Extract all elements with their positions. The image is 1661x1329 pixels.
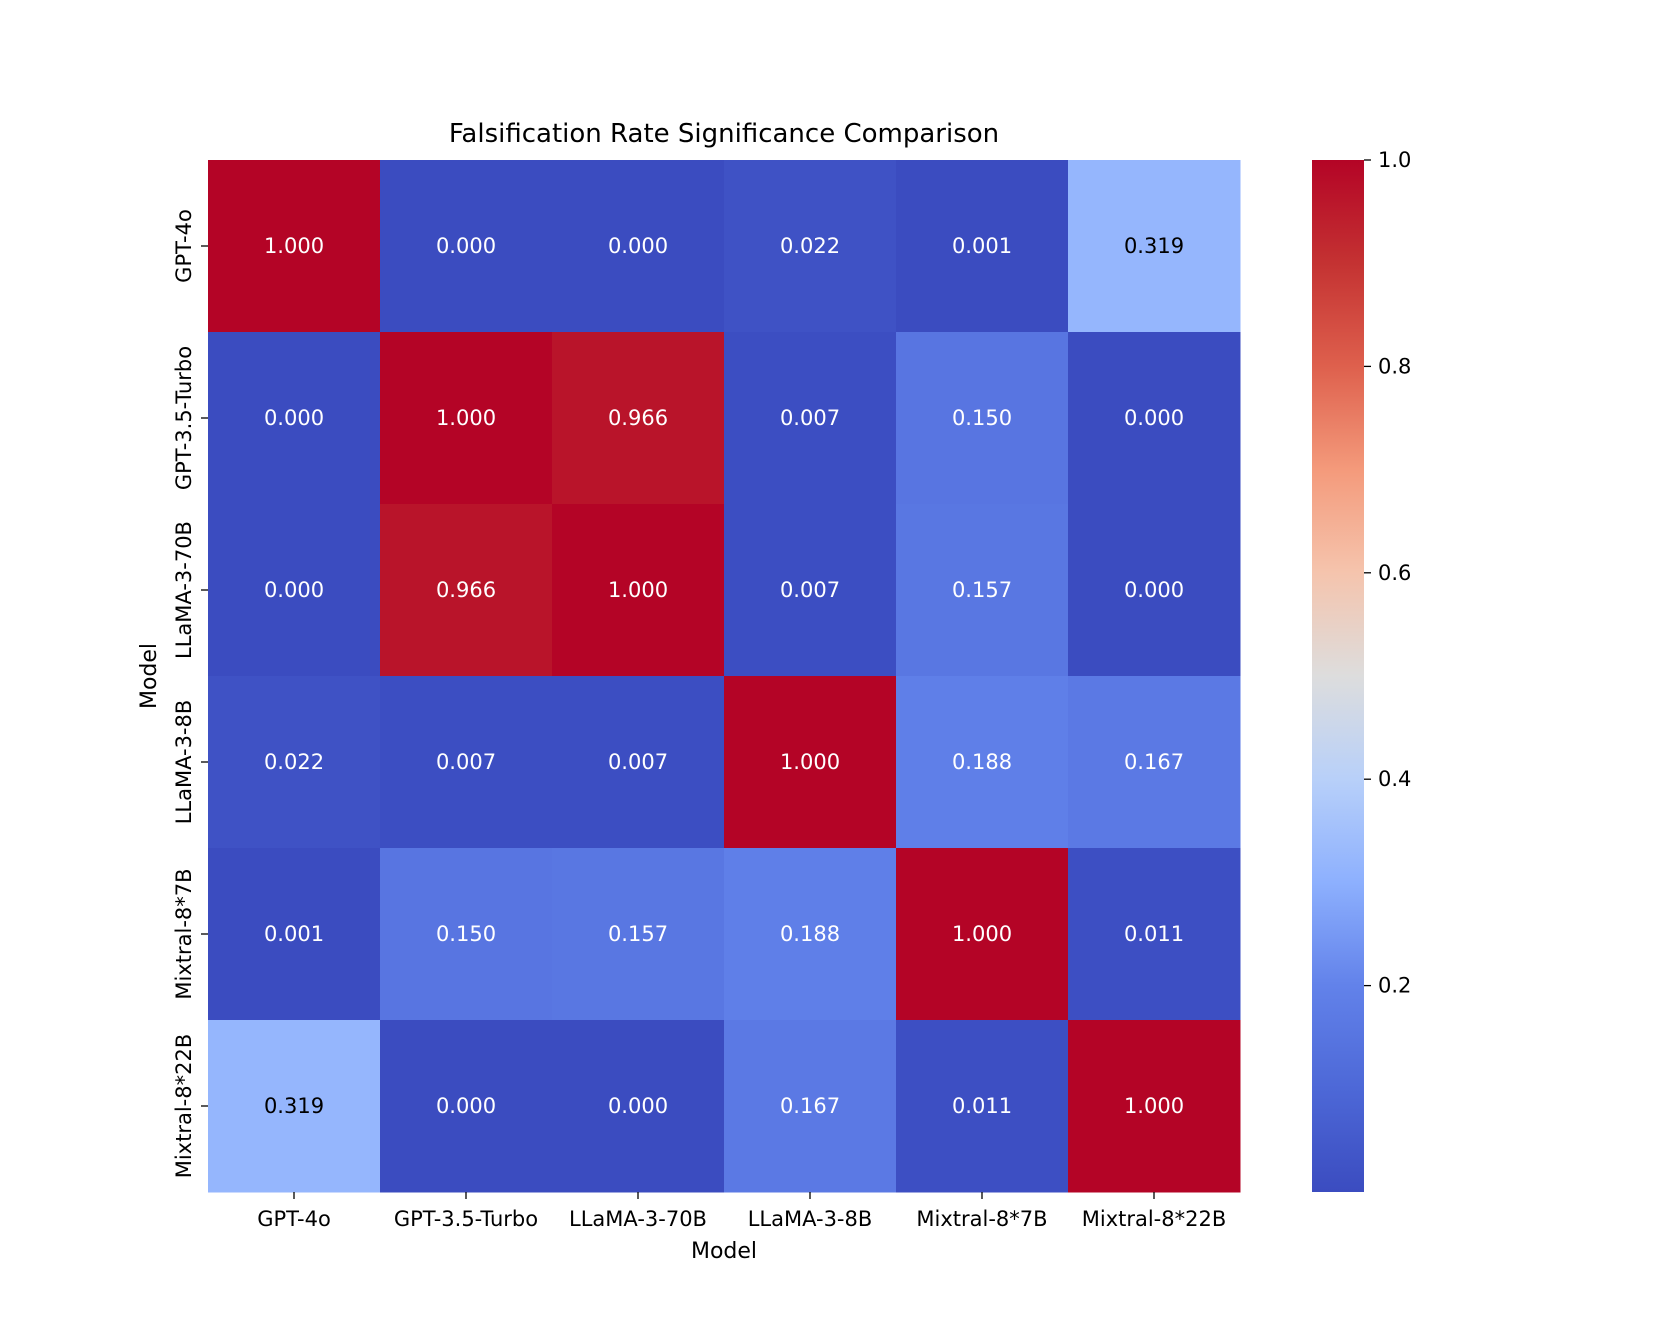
colorbar-tick-label: 0.8	[1378, 354, 1411, 378]
cell-value-label: 1.000	[608, 578, 668, 602]
heatmap-cell	[208, 504, 381, 677]
heatmap-cell	[380, 676, 553, 849]
cell-value-label: 0.000	[264, 578, 324, 602]
cell-value-label: 0.188	[952, 750, 1012, 774]
heatmap-cell	[1068, 1020, 1241, 1193]
cell-value-label: 0.157	[608, 922, 668, 946]
colorbar-tick-label: 0.4	[1378, 767, 1411, 791]
heatmap-cell	[208, 1020, 381, 1193]
cell-value-label: 0.000	[436, 1094, 496, 1118]
cell-value-label: 0.007	[608, 750, 668, 774]
cell-value-label: 0.000	[608, 234, 668, 258]
heatmap-cell	[724, 848, 897, 1021]
cell-value-label: 0.000	[1124, 406, 1184, 430]
cell-value-label: 0.167	[780, 1094, 840, 1118]
cell-value-label: 0.966	[608, 406, 668, 430]
heatmap-cell	[1068, 504, 1241, 677]
cell-value-label: 0.007	[436, 750, 496, 774]
heatmap-cell	[896, 1020, 1069, 1193]
cell-value-label: 0.000	[264, 406, 324, 430]
cell-value-label: 0.011	[1124, 922, 1184, 946]
cell-value-label: 0.022	[264, 750, 324, 774]
x-tick-label: GPT-4o	[257, 1207, 331, 1231]
heatmap-cell	[1068, 676, 1241, 849]
heatmap-cell	[552, 504, 725, 677]
cell-value-label: 0.022	[780, 234, 840, 258]
heatmap-cell	[896, 848, 1069, 1021]
heatmap-cell	[1068, 848, 1241, 1021]
heatmap-cell	[724, 332, 897, 505]
y-tick-label: LLaMA-3-70B	[172, 521, 196, 659]
cell-value-label: 1.000	[780, 750, 840, 774]
heatmap-cell	[724, 504, 897, 677]
x-tick-label: Mixtral-8*22B	[1082, 1207, 1227, 1231]
heatmap-cell	[380, 1020, 553, 1193]
heatmap-cell	[552, 676, 725, 849]
heatmap-cell	[208, 676, 381, 849]
cell-value-label: 1.000	[436, 406, 496, 430]
cell-value-label: 0.319	[264, 1094, 324, 1118]
heatmap-cell	[896, 160, 1069, 333]
y-axis-title: Model	[137, 643, 162, 709]
heatmap-cell	[380, 504, 553, 677]
heatmap-cell	[380, 332, 553, 505]
cell-value-label: 1.000	[264, 234, 324, 258]
x-axis-title: Model	[691, 1239, 757, 1264]
heatmap-cell	[896, 504, 1069, 677]
cell-value-label: 0.966	[436, 578, 496, 602]
y-tick-label: GPT-4o	[172, 209, 196, 283]
heatmap-cells	[208, 160, 1241, 1193]
y-tick-label: Mixtral-8*7B	[172, 868, 196, 999]
heatmap-cell	[724, 160, 897, 333]
heatmap-cell	[380, 160, 553, 333]
colorbar	[1312, 160, 1364, 1192]
heatmap-cell	[896, 332, 1069, 505]
x-tick-label: GPT-3.5-Turbo	[394, 1207, 538, 1231]
heatmap-cell	[380, 848, 553, 1021]
heatmap-cell	[552, 848, 725, 1021]
y-tick-label: Mixtral-8*22B	[172, 1034, 196, 1179]
cell-value-label: 0.150	[436, 922, 496, 946]
cell-value-label: 0.319	[1124, 234, 1184, 258]
x-tick-label: Mixtral-8*7B	[916, 1207, 1047, 1231]
cell-value-label: 0.000	[1124, 578, 1184, 602]
heatmap-cell	[1068, 332, 1241, 505]
cell-value-label: 0.001	[952, 234, 1012, 258]
colorbar-tick-label: 1.0	[1378, 148, 1411, 172]
x-tick-label: LLaMA-3-70B	[569, 1207, 707, 1231]
cell-value-label: 0.000	[608, 1094, 668, 1118]
cell-value-label: 0.157	[952, 578, 1012, 602]
cell-value-label: 0.000	[436, 234, 496, 258]
y-axis-ticks: GPT-4o GPT-3.5-Turbo LLaMA-3-70B LLaMA-3-8B…	[172, 209, 208, 1178]
y-tick-label: GPT-3.5-Turbo	[172, 346, 196, 490]
heatmap-cell	[724, 1020, 897, 1193]
cell-value-label: 1.000	[1124, 1094, 1184, 1118]
cell-value-label: 0.001	[264, 922, 324, 946]
cell-value-label: 0.011	[952, 1094, 1012, 1118]
heatmap-cell	[1068, 160, 1241, 333]
heatmap-cell	[552, 160, 725, 333]
heatmap-cell	[208, 160, 381, 333]
x-axis-ticks: GPT-4o GPT-3.5-Turbo LLaMA-3-70B LLaMA-3-8B…	[257, 1192, 1226, 1231]
cell-value-label: 0.007	[780, 578, 840, 602]
cell-value-label: 0.150	[952, 406, 1012, 430]
cell-value-label: 0.007	[780, 406, 840, 430]
colorbar-tick-label: 0.2	[1378, 974, 1411, 998]
colorbar-tick-label: 0.6	[1378, 561, 1411, 585]
heatmap-cell-labels: 1.000 0.000 0.000 0.022 0.001 0.319 0.000 1.000…	[264, 234, 1184, 1118]
cell-value-label: 0.188	[780, 922, 840, 946]
heatmap-cell	[208, 332, 381, 505]
heatmap-cell	[896, 676, 1069, 849]
chart-title: Falsification Rate Significance Comparis…	[449, 119, 999, 149]
heatmap-cell	[208, 848, 381, 1021]
y-tick-label: LLaMA-3-8B	[172, 700, 196, 825]
cell-value-label: 1.000	[952, 922, 1012, 946]
cell-value-label: 0.167	[1124, 750, 1184, 774]
x-tick-label: LLaMA-3-8B	[748, 1207, 873, 1231]
heatmap-cell	[724, 676, 897, 849]
heatmap-cell	[552, 1020, 725, 1193]
colorbar-ticks: 0.2 0.4 0.6 0.8 1.0	[1364, 148, 1411, 998]
heatmap-cell	[552, 332, 725, 505]
